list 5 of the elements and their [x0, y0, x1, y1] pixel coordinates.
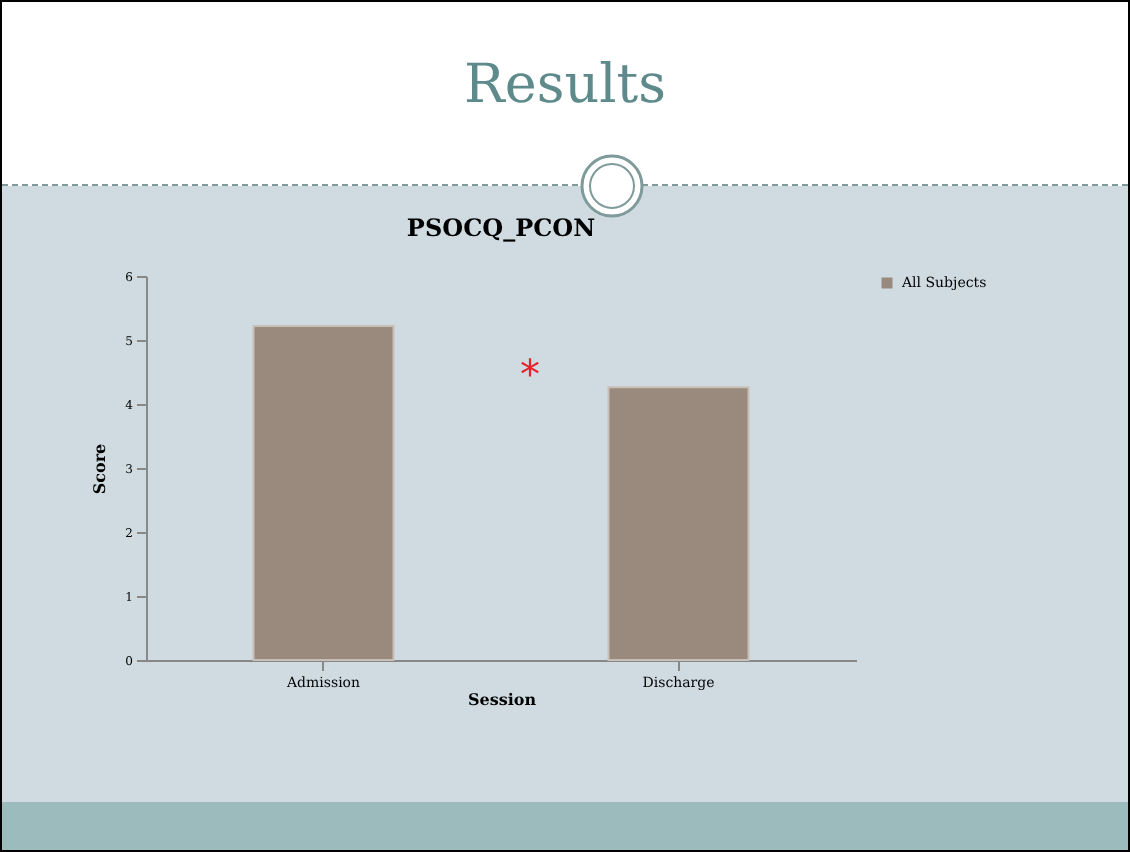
- chart-title: Results: [462, 54, 668, 116]
- chart-subtitle: PSOCQ_PCON: [406, 214, 596, 242]
- annotation: *: [520, 350, 540, 398]
- y-axis-title: Score: [89, 443, 110, 495]
- x-axis-title: Session: [467, 689, 537, 709]
